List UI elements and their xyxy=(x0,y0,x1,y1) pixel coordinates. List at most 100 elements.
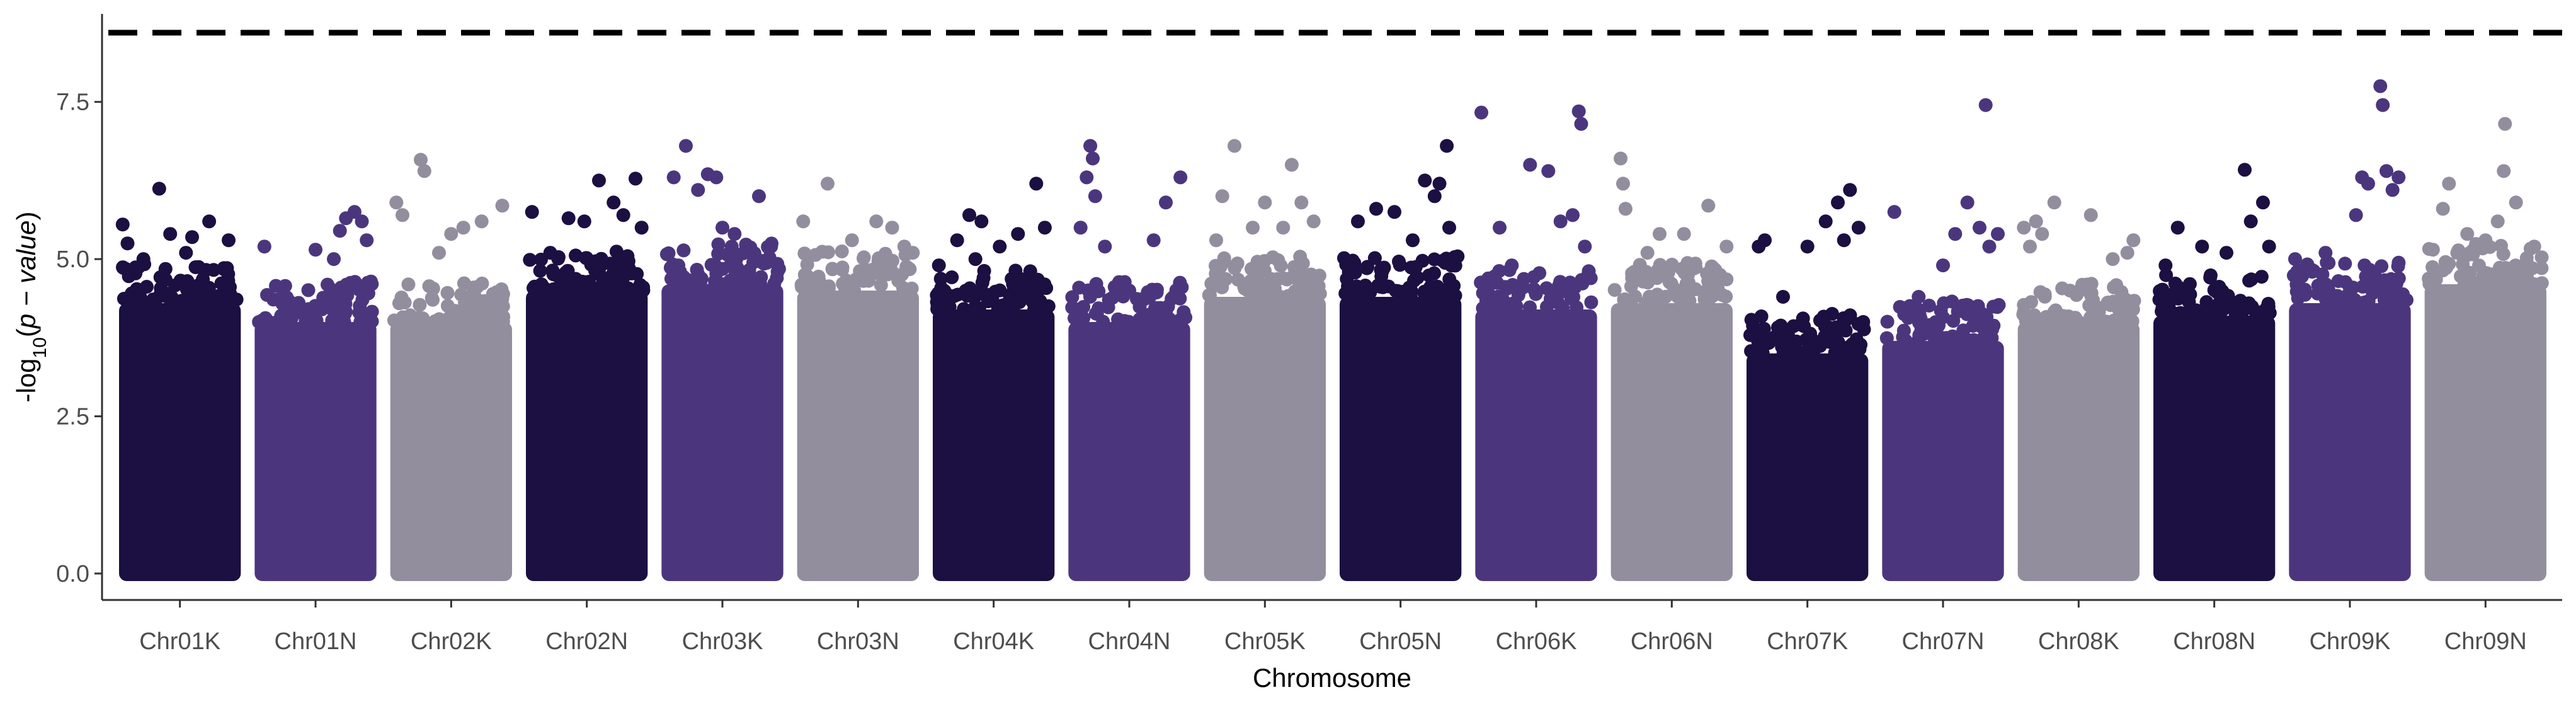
data-point xyxy=(1360,261,1374,275)
data-point xyxy=(1708,263,1723,277)
data-point xyxy=(534,277,549,292)
y-axis-title-open: ( xyxy=(11,328,41,337)
data-point xyxy=(168,278,182,292)
data-point-top-hit xyxy=(202,214,217,229)
data-point-top-hit xyxy=(1369,202,1383,216)
chromosome-group-chr03n xyxy=(794,176,920,581)
data-point xyxy=(1435,253,1450,268)
data-point-top-hit xyxy=(1228,139,1241,153)
data-point xyxy=(1880,314,1895,329)
data-point xyxy=(188,260,203,274)
x-tick-label: Chr09N xyxy=(2444,628,2527,655)
data-point xyxy=(1786,319,1801,333)
data-point-top-hit xyxy=(2029,214,2043,229)
data-point xyxy=(2083,310,2098,325)
data-point xyxy=(808,248,823,262)
data-point-top-hit xyxy=(679,139,693,153)
data-point xyxy=(327,295,341,309)
data-point-top-hit xyxy=(561,211,576,226)
data-point-top-hit xyxy=(1122,284,1136,297)
data-point xyxy=(2509,269,2523,283)
data-point-top-hit xyxy=(616,208,630,222)
data-point xyxy=(1025,283,1040,297)
data-point-top-hit xyxy=(1701,199,1716,213)
data-point xyxy=(1966,333,1981,347)
y-tick-label: 5.0 xyxy=(56,246,89,273)
x-tick-label: Chr04K xyxy=(953,628,1034,655)
data-point xyxy=(2080,277,2094,292)
data-point xyxy=(1879,331,1894,345)
data-point xyxy=(1633,258,1647,272)
data-point-top-hit xyxy=(2361,176,2375,191)
points-dense-band xyxy=(119,303,241,581)
data-point xyxy=(957,302,971,316)
data-point xyxy=(2063,313,2077,328)
data-point xyxy=(1529,287,1543,301)
data-point xyxy=(1813,336,1827,350)
data-point-top-hit xyxy=(577,214,591,229)
data-point-top-hit xyxy=(821,176,835,191)
data-point xyxy=(977,263,991,278)
data-point-top-hit xyxy=(152,182,166,196)
data-point xyxy=(1934,333,1948,348)
data-point xyxy=(425,291,439,305)
chromosome-group-chr06n xyxy=(1607,151,1734,581)
data-point-top-hit xyxy=(1978,98,1993,112)
points-dense-band xyxy=(390,321,512,581)
data-point-top-hit xyxy=(2436,202,2450,216)
data-point-top-hit xyxy=(414,153,428,167)
x-tick-label: Chr07K xyxy=(1767,628,1848,655)
data-point xyxy=(605,268,620,282)
data-point xyxy=(1083,289,1097,304)
data-point xyxy=(904,281,919,296)
data-point-top-hit xyxy=(2318,246,2333,260)
data-point xyxy=(229,292,244,307)
data-point xyxy=(2464,277,2478,291)
data-point xyxy=(1392,255,1406,268)
data-point-top-hit xyxy=(607,195,621,210)
data-point xyxy=(835,244,849,258)
data-point-top-hit xyxy=(709,170,724,185)
data-point xyxy=(2331,274,2345,288)
data-point-top-hit xyxy=(1571,104,1586,118)
x-tick-label: Chr04N xyxy=(1088,628,1171,655)
data-point-top-hit xyxy=(1505,258,1519,273)
data-point-top-hit xyxy=(1306,214,1321,229)
x-tick-label: Chr08K xyxy=(2038,628,2119,655)
data-point xyxy=(2063,284,2077,298)
data-point xyxy=(734,276,748,291)
data-point xyxy=(1622,295,1636,309)
data-point xyxy=(1553,275,1568,289)
data-point xyxy=(1023,264,1037,279)
data-point xyxy=(857,251,870,265)
data-point xyxy=(1719,272,1734,287)
x-tick-label: Chr03K xyxy=(682,628,763,655)
data-point xyxy=(1624,279,1638,294)
data-point-top-hit xyxy=(1843,183,1857,197)
y-tick-label: 2.5 xyxy=(56,404,89,430)
data-point-top-hit xyxy=(932,258,946,273)
data-point xyxy=(1893,300,1907,314)
data-point-top-hit xyxy=(727,227,742,241)
data-point xyxy=(676,243,691,258)
x-axis-ticks: Chr01K Chr01N Chr02K Chr02N Chr03K Chr03N Chr0… xyxy=(139,600,2527,655)
data-point xyxy=(874,278,888,292)
data-point xyxy=(337,314,351,329)
data-point-top-hit xyxy=(1086,151,1100,166)
data-point-top-hit xyxy=(1011,227,1025,241)
points-dense-band xyxy=(1475,309,1597,581)
data-point-top-hit xyxy=(752,189,766,204)
data-point xyxy=(1291,262,1306,276)
data-point-top-hit xyxy=(962,208,976,222)
data-point xyxy=(1149,301,1163,315)
data-point xyxy=(708,275,722,290)
data-point-top-hit xyxy=(1173,170,1188,185)
data-point xyxy=(1843,308,1857,323)
data-point xyxy=(1350,279,1364,294)
data-point xyxy=(1492,264,1507,278)
data-point xyxy=(901,261,915,275)
data-point xyxy=(260,288,274,302)
data-point xyxy=(146,292,161,307)
data-point xyxy=(394,291,409,304)
data-point-top-hit xyxy=(1936,258,1950,273)
